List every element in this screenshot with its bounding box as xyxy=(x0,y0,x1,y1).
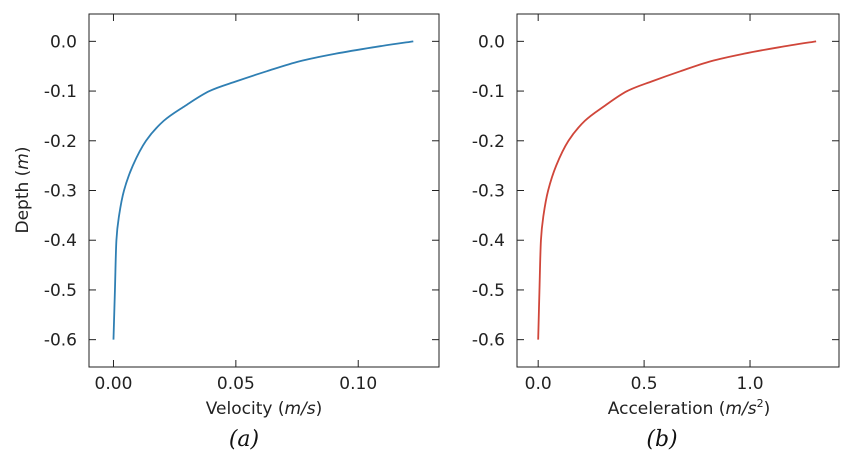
ytick-label: -0.2 xyxy=(472,132,505,152)
xtick-label: 1.0 xyxy=(737,374,764,394)
ytick-label: -0.6 xyxy=(472,331,505,351)
xtick-label: 0.0 xyxy=(525,374,552,394)
xtick-label: 0.05 xyxy=(217,374,255,394)
ytick-label: 0.0 xyxy=(478,32,505,52)
xtick-label: 0.5 xyxy=(631,374,658,394)
ytick-label: -0.1 xyxy=(44,82,77,102)
panel-a-ticks: 0.0 -0.1 -0.2 -0.3 -0.4 -0.5 -0.6 0.00 0.05 0.10 xyxy=(44,14,439,394)
panel-a-xlabel: Velocity (m/s) xyxy=(206,399,323,419)
ytick-label: -0.5 xyxy=(44,281,77,301)
ytick-label: -0.4 xyxy=(472,231,505,251)
ytick-label: -0.3 xyxy=(472,182,505,202)
ytick-label: -0.1 xyxy=(472,82,505,102)
ytick-label: 0.0 xyxy=(50,32,77,52)
panel-b-ticks: 0.0 -0.1 -0.2 -0.3 -0.4 -0.5 -0.6 0.0 0.5 1.0 xyxy=(472,14,839,394)
xtick-label: 0.10 xyxy=(339,374,377,394)
ytick-label: -0.6 xyxy=(44,331,77,351)
panel-a: 0.0-0.1-0.2-0.3-0.4-0.5-0.60.00 0.05 0.10 … xyxy=(13,13,440,452)
panel-b-caption: (b) xyxy=(646,427,677,452)
panel-a-frame xyxy=(88,13,440,368)
ytick-label: -0.4 xyxy=(44,231,77,251)
panel-b-frame xyxy=(516,13,840,368)
acceleration-curve xyxy=(537,40,817,340)
panel-b-xlabel: Acceleration (m/s2) xyxy=(608,397,770,419)
panel-a-caption: (a) xyxy=(229,427,259,452)
ytick-label: -0.2 xyxy=(44,132,77,152)
ytick-label: -0.3 xyxy=(44,182,77,202)
panel-a-ylabel: Depth (m) xyxy=(13,146,33,233)
panel-b: 0.0 -0.1 -0.2 -0.3 -0.4 -0.5 -0.6 0.0 0.5 1.0 Acc… xyxy=(472,13,840,452)
velocity-curve xyxy=(112,40,414,340)
xtick-label: 0.00 xyxy=(95,374,133,394)
ytick-label: -0.5 xyxy=(472,281,505,301)
